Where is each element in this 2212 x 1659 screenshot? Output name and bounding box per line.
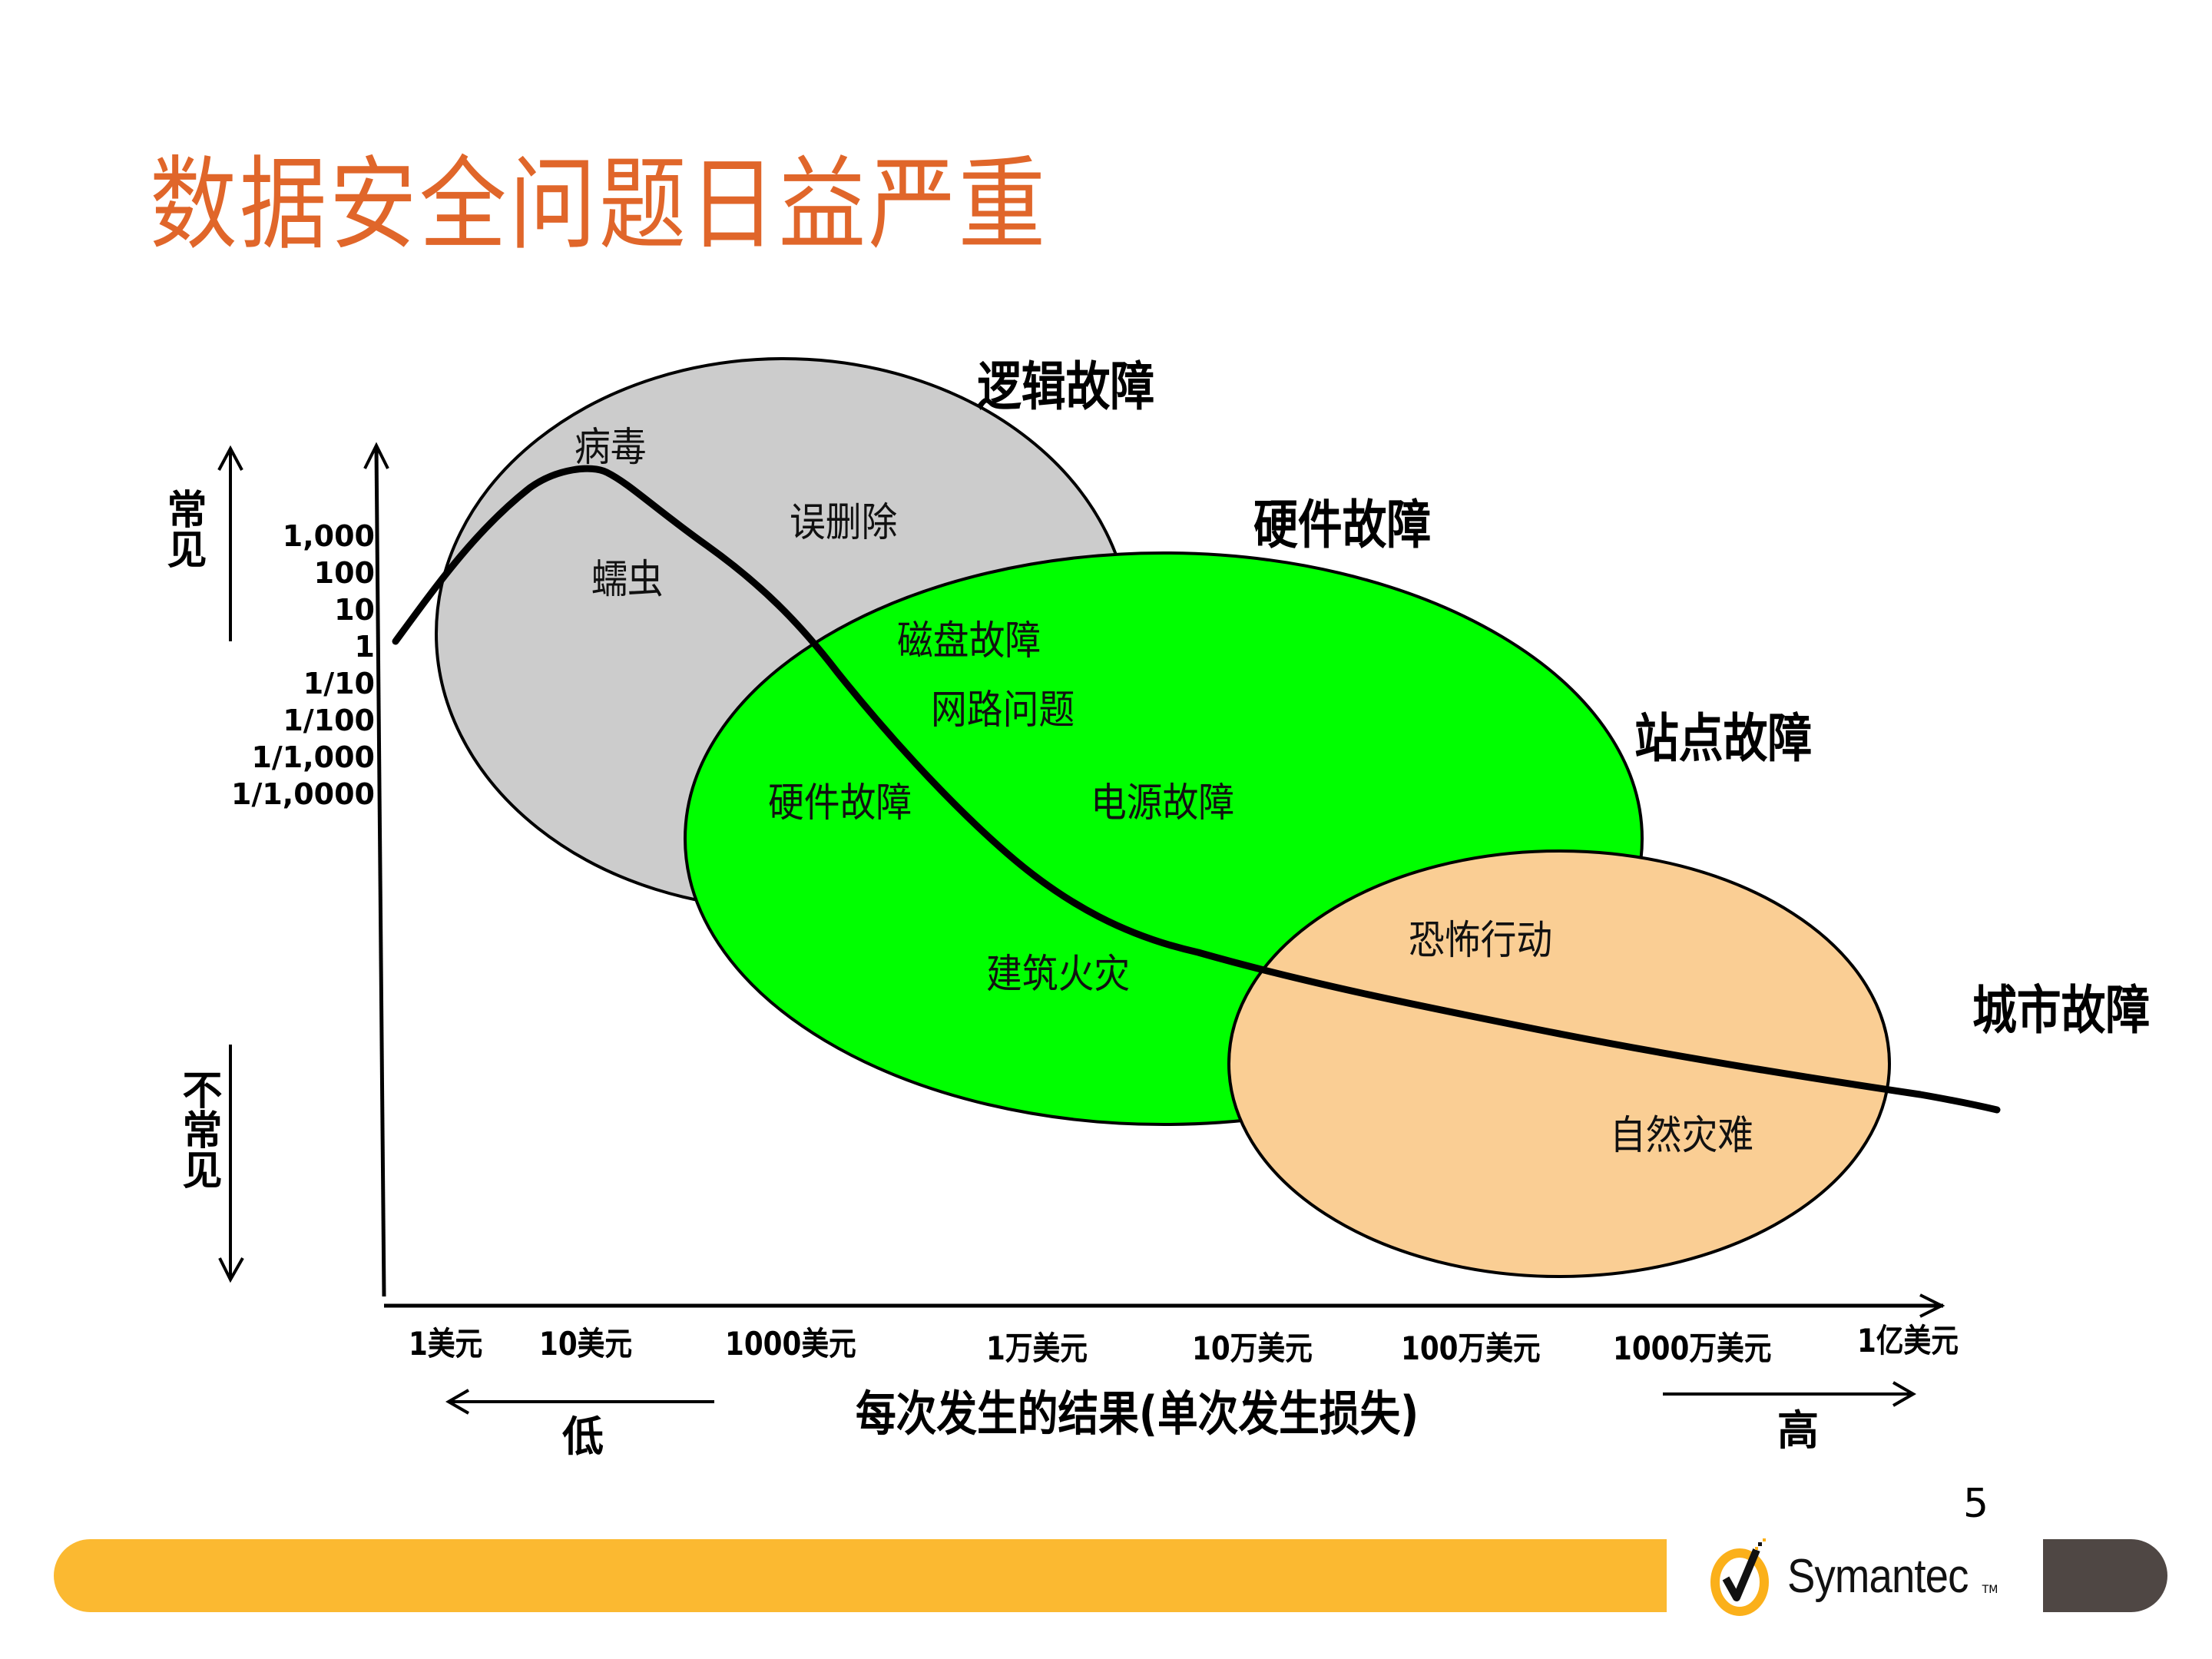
- footer-dark-tab: [2043, 1539, 2167, 1612]
- trademark-symbol: TM: [1982, 1584, 1998, 1596]
- item-network-issue: 网路问题: [931, 687, 1075, 733]
- high-arrow-head: [1892, 1381, 1917, 1407]
- x-tick: 1亿美元: [1857, 1322, 1959, 1359]
- risk-curve: [392, 465, 2001, 1114]
- y-label-common: 常见: [160, 488, 207, 568]
- x-tick: 100万美元: [1401, 1330, 1541, 1367]
- y-tick: 1,000: [282, 519, 375, 553]
- x-tick: 1万美元: [986, 1330, 1088, 1367]
- common-arrow-head: [217, 445, 243, 471]
- item-natural-disaster: 自然灾难: [1610, 1113, 1754, 1159]
- x-axis-arrowhead: [1919, 1293, 1945, 1318]
- symantec-logo: Symantec TM: [1709, 1536, 1998, 1616]
- brand-name: Symantec: [1787, 1549, 1969, 1603]
- x-tick: 1000美元: [725, 1325, 856, 1363]
- item-worm: 蠕虫: [591, 557, 664, 603]
- slide-title: 数据安全问题日益严重: [150, 146, 1048, 264]
- y-axis-ticks: 1,000 100 10 1 1/10 1/100 1/1,000 1/1,00…: [221, 518, 375, 813]
- page-number: 5: [1963, 1481, 1989, 1527]
- item-accidental-delete: 误删除: [790, 500, 898, 546]
- y-tick: 1/1,0000: [231, 777, 375, 811]
- y-tick: 1/10: [303, 667, 375, 700]
- y-tick: 1: [354, 630, 375, 664]
- x-tick: 10美元: [539, 1325, 633, 1363]
- category-logical-failure: 逻辑故障: [977, 357, 1155, 418]
- category-hardware-failure: 硬件故障: [1253, 495, 1432, 556]
- x-axis-title: 每次发生的结果(单次发生损失): [856, 1386, 1419, 1442]
- checkmark-circle-icon: [1710, 1538, 1769, 1616]
- item-terrorism: 恐怖行动: [1409, 918, 1553, 964]
- item-virus: 病毒: [575, 425, 647, 471]
- uncommon-arrow-head: [218, 1257, 244, 1283]
- x-tick: 10万美元: [1192, 1330, 1313, 1367]
- x-label-high: 高: [1777, 1406, 1819, 1455]
- y-tick: 100: [313, 556, 375, 590]
- site-failure-ellipse: [1227, 849, 1891, 1278]
- item-building-fire: 建筑火灾: [986, 952, 1131, 998]
- item-hardware-failure: 硬件故障: [768, 780, 912, 826]
- y-tick: 10: [334, 593, 375, 627]
- x-tick: 1000万美元: [1613, 1330, 1772, 1367]
- item-power-failure: 电源故障: [1091, 780, 1235, 826]
- y-tick: 1/100: [283, 704, 375, 737]
- low-arrow-head: [445, 1389, 469, 1415]
- category-site-failure: 站点故障: [1634, 709, 1813, 770]
- y-axis-line: [374, 446, 386, 1297]
- category-city-failure: 城市故障: [1972, 981, 2151, 1041]
- item-disk-failure: 磁盘故障: [897, 618, 1041, 664]
- x-label-low: 低: [562, 1412, 604, 1461]
- x-tick: 1美元: [409, 1325, 483, 1363]
- footer-accent-bar: [54, 1539, 1667, 1612]
- y-axis-arrowhead: [363, 442, 389, 469]
- y-tick: 1/1,000: [251, 740, 375, 774]
- y-label-uncommon: 不常见: [175, 1069, 222, 1189]
